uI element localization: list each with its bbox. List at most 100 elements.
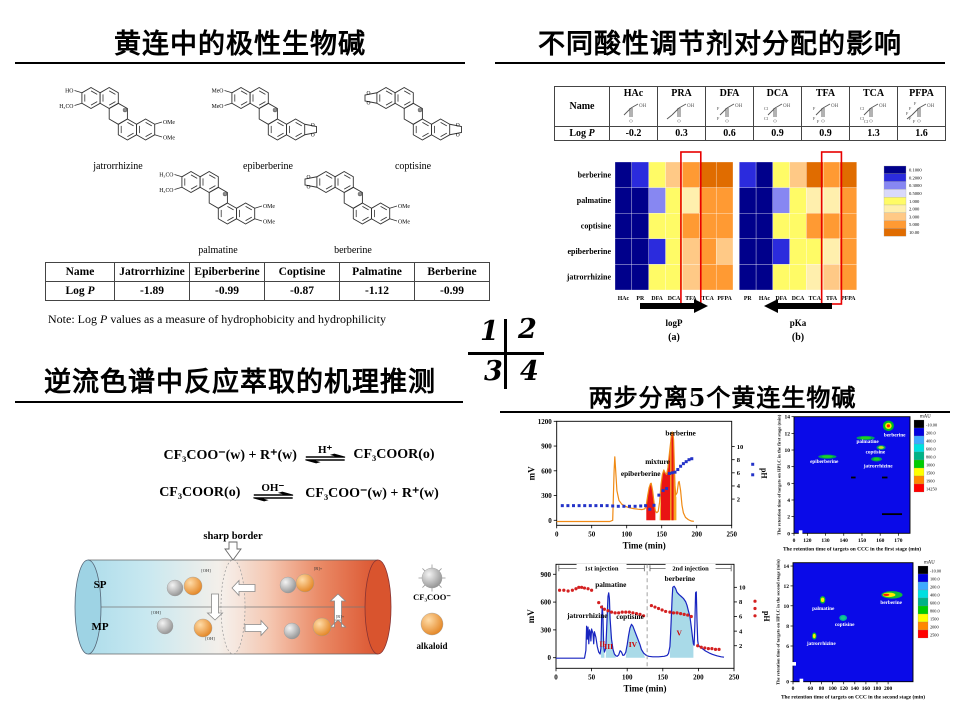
x-axis-title: Time (min) — [623, 683, 666, 693]
legend-value: 800.0 — [926, 455, 936, 460]
ph-dot — [667, 471, 671, 475]
table-row: Log P -1.89 -0.99 -0.87 -1.12 -0.99 — [45, 281, 490, 301]
acid-header: PFPA OH O F F F F F — [897, 86, 946, 127]
double-bond — [240, 90, 248, 95]
sharp-border-label: sharp border — [203, 531, 263, 542]
stage2_ccc_chromatogram-svg: 0 50 100 150 200 250 0 300 600 900 2 4 6 8 10 Time (min… — [526, 563, 771, 693]
halogen-label: Cl — [859, 106, 864, 111]
legend-value: 800.0 — [930, 609, 940, 614]
ring — [431, 118, 451, 141]
oh-label: OH — [735, 104, 743, 109]
x-tick-label: 150 — [658, 673, 669, 681]
q2-title-underline — [495, 62, 945, 64]
ph-axis-dot — [751, 473, 755, 477]
heatmap-cell — [614, 187, 633, 214]
halogen-label: F — [908, 106, 911, 111]
bond — [254, 205, 263, 209]
heatmap-cell — [739, 238, 757, 265]
heatmap-cell — [755, 161, 773, 188]
x-tick-label: 80 — [819, 686, 825, 692]
ph-dot — [717, 647, 721, 651]
dioxole-ring — [364, 92, 377, 104]
eq2-right: CF₃COO⁻(w) + R⁺(w) — [305, 485, 439, 501]
equilibrium-arrow: H⁺ ⇌ — [304, 445, 347, 467]
collected-fraction — [625, 624, 645, 658]
panel-caption: (a) — [668, 332, 680, 343]
heatmap-col-label: PFPA — [841, 296, 856, 302]
heatmap-cell — [789, 187, 807, 214]
acid-structure-icon: OH O F F F F F — [900, 99, 943, 125]
y-tick-label: 8 — [787, 465, 790, 471]
heatmap-row-label: epiberberine — [567, 247, 611, 256]
column-svg: sharp border SP MP [OH] [R]+ [OH] [OH] [R]+ CF₃C… — [74, 531, 451, 655]
bond — [666, 114, 672, 120]
x-tick-label: 250 — [729, 673, 740, 681]
double-bond — [385, 90, 393, 95]
oh-label: OH — [783, 104, 791, 109]
structure-name: jatrorrhizine — [92, 161, 143, 172]
label: O — [456, 132, 460, 138]
legend-value: 2500 — [930, 633, 939, 638]
legend-swatch — [917, 565, 929, 575]
legend-swatch — [917, 581, 929, 591]
heatmap-cell — [739, 187, 757, 214]
y2-tick-label: 2 — [737, 496, 740, 503]
double-bond — [145, 122, 152, 127]
heatmap-cell — [631, 161, 649, 188]
ph-dot — [653, 605, 657, 609]
ph-dot — [560, 504, 564, 508]
o-label: O — [917, 119, 921, 124]
legend-value: 1500 — [926, 471, 935, 476]
partition-heatmaps: HAc PR DFA DCA TFA TCA PFPA logP (a) PR HAc DFA DCA T… — [548, 146, 958, 361]
target-spot — [812, 633, 816, 639]
x-tick-label: 100 — [622, 673, 633, 681]
heatmap-col-label: PFPA — [717, 296, 732, 302]
acid-structure-icon: OH O — [612, 99, 655, 125]
tiny-species-label: [OH] — [201, 568, 211, 573]
marker-3: 3 — [484, 356, 503, 387]
legend-value: 100.0 — [930, 577, 940, 582]
target-spot — [883, 593, 890, 596]
y-tick-label: 4 — [787, 498, 790, 504]
harpoon-icon: ⇌ — [303, 451, 347, 467]
double-bond — [422, 132, 429, 137]
heatmap-cell — [699, 161, 717, 188]
legend-swatch — [913, 451, 925, 461]
bond — [154, 121, 163, 125]
heatmap-cell — [648, 187, 666, 214]
legend-value: 0.5000 — [909, 191, 922, 196]
heatmap-cell — [648, 264, 666, 291]
ph-dot — [679, 464, 683, 468]
eq1-right: CF₃COOR(o) — [353, 447, 435, 462]
y-tick-label: 14 — [785, 415, 791, 421]
heatmap-cell — [755, 238, 773, 265]
y2-tick-label: 8 — [737, 457, 741, 464]
fraction-number: III — [604, 642, 613, 651]
bond — [154, 134, 163, 138]
heatmap-cell — [648, 213, 666, 239]
column-diagram: sharp border SP MP [OH] [R]+ [OH] [OH] [R]+ CF₃C… — [60, 528, 475, 698]
heatmap-cell — [772, 264, 790, 291]
ph-dot — [652, 503, 656, 507]
heatmap-col-label: DCA — [792, 296, 805, 302]
heatmap-col-label: PR — [636, 296, 645, 302]
legend-value: 14250 — [926, 487, 937, 492]
marker-4: 4 — [520, 356, 539, 387]
heatmap-cell — [806, 264, 824, 291]
label: O — [307, 174, 311, 180]
cell-logp: -0.99 — [189, 281, 265, 301]
structure-palmatine: ⊕ H₃CO H₃CO OMe OMe palmatine — [150, 160, 286, 265]
heatmap-cell — [631, 213, 649, 239]
heatmap-cell — [699, 238, 717, 265]
double-bond — [362, 216, 369, 221]
axis-break — [798, 530, 803, 537]
heatmap-row-label: coptisine — [581, 222, 612, 231]
ph-dot — [673, 470, 677, 474]
fraction-number: II — [599, 640, 605, 649]
q4-title-underline — [500, 411, 950, 413]
ph-dot — [562, 588, 566, 592]
tiny-species-label: [OH] — [151, 610, 161, 615]
ph-dot — [620, 610, 624, 614]
stage2-2d-map: 0 60 80 100 120 140 160 180 200 0 6 8 10 12 14 The rete… — [772, 558, 960, 720]
